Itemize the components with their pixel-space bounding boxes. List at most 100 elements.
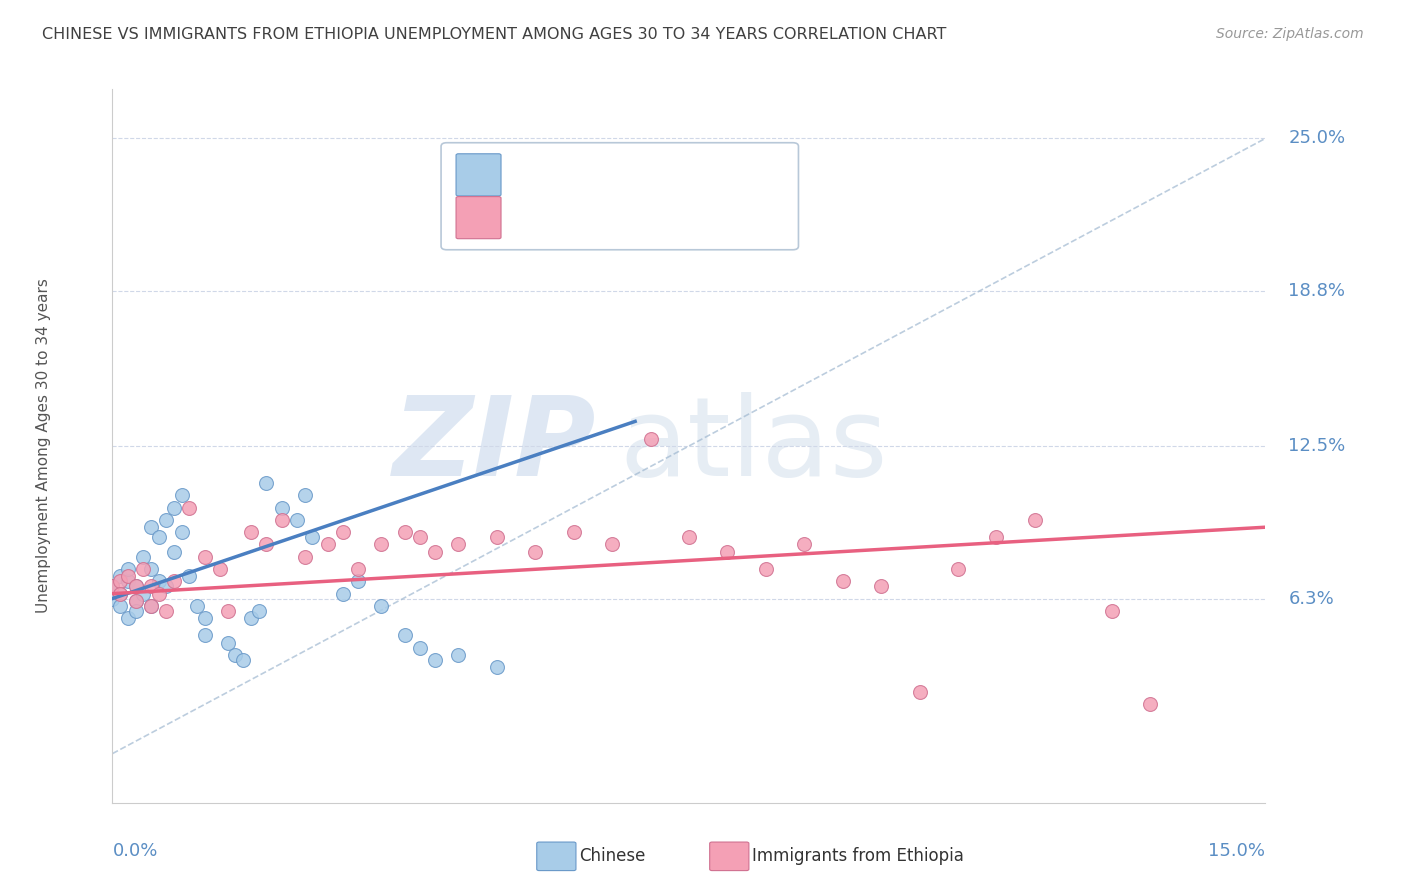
Point [870, 579, 893, 593]
Point [148, 574, 170, 589]
Point [108, 587, 131, 601]
Text: Immigrants from Ethiopia: Immigrants from Ethiopia [752, 847, 965, 865]
Point [139, 599, 162, 613]
Text: Source: ZipAtlas.com: Source: ZipAtlas.com [1216, 27, 1364, 41]
Point [524, 218, 547, 232]
Text: Unemployment Among Ages 30 to 34 years: Unemployment Among Ages 30 to 34 years [35, 278, 51, 614]
Point [117, 611, 139, 625]
Point [139, 562, 162, 576]
Text: 12.5%: 12.5% [1288, 437, 1346, 455]
Point [139, 599, 162, 613]
Point [117, 574, 139, 589]
Point [254, 475, 277, 490]
Point [347, 574, 370, 589]
Point [239, 611, 262, 625]
Point [409, 530, 432, 544]
Point [755, 562, 778, 576]
FancyBboxPatch shape [441, 143, 799, 250]
Point [170, 488, 193, 502]
Point [793, 537, 815, 551]
Point [124, 604, 146, 618]
Point [562, 525, 585, 540]
Point [294, 488, 316, 502]
Point [155, 579, 177, 593]
Text: R = 0.496: R = 0.496 [516, 166, 606, 184]
Point [678, 530, 700, 544]
Point [132, 562, 155, 576]
Point [108, 599, 131, 613]
Point [117, 569, 139, 583]
Point [370, 599, 392, 613]
Text: 25.0%: 25.0% [1288, 129, 1346, 147]
Point [101, 579, 124, 593]
Text: atlas: atlas [620, 392, 889, 500]
FancyBboxPatch shape [710, 842, 749, 871]
Point [209, 562, 232, 576]
Point [170, 525, 193, 540]
Point [946, 562, 969, 576]
Point [485, 530, 508, 544]
Point [186, 599, 208, 613]
Text: N = 45: N = 45 [648, 209, 716, 227]
Point [347, 562, 370, 576]
Point [124, 594, 146, 608]
Point [640, 432, 662, 446]
Point [132, 587, 155, 601]
Point [332, 587, 354, 601]
Point [270, 513, 292, 527]
Point [108, 574, 131, 589]
Point [163, 500, 186, 515]
Point [1139, 698, 1161, 712]
Point [986, 530, 1008, 544]
Text: 18.8%: 18.8% [1288, 282, 1346, 300]
Point [908, 685, 931, 699]
Point [139, 520, 162, 534]
Point [600, 537, 623, 551]
Text: Chinese: Chinese [579, 847, 645, 865]
Point [332, 525, 354, 540]
Point [101, 591, 124, 606]
Text: ZIP: ZIP [394, 392, 596, 500]
Point [425, 653, 447, 667]
Point [285, 513, 308, 527]
Point [108, 569, 131, 583]
Point [394, 525, 416, 540]
Point [524, 545, 547, 559]
Text: N = 47: N = 47 [648, 166, 716, 184]
Point [831, 574, 853, 589]
Point [270, 500, 292, 515]
Point [716, 545, 738, 559]
Point [316, 537, 339, 551]
Point [301, 530, 323, 544]
Point [447, 537, 470, 551]
Point [394, 628, 416, 642]
FancyBboxPatch shape [456, 196, 501, 239]
Point [148, 530, 170, 544]
Point [139, 579, 162, 593]
Point [117, 562, 139, 576]
Point [1101, 604, 1123, 618]
Text: 15.0%: 15.0% [1208, 842, 1265, 860]
Point [239, 525, 262, 540]
FancyBboxPatch shape [456, 153, 501, 196]
Point [194, 611, 217, 625]
Point [124, 579, 146, 593]
Point [194, 628, 217, 642]
Point [370, 537, 392, 551]
Point [1024, 513, 1046, 527]
Point [155, 604, 177, 618]
Point [124, 594, 146, 608]
Point [294, 549, 316, 564]
Point [124, 579, 146, 593]
Point [447, 648, 470, 662]
Point [247, 604, 270, 618]
Point [148, 587, 170, 601]
Point [194, 549, 217, 564]
Point [179, 500, 201, 515]
Point [224, 648, 246, 662]
Text: CHINESE VS IMMIGRANTS FROM ETHIOPIA UNEMPLOYMENT AMONG AGES 30 TO 34 YEARS CORRE: CHINESE VS IMMIGRANTS FROM ETHIOPIA UNEM… [42, 27, 946, 42]
Point [163, 574, 186, 589]
Point [485, 660, 508, 674]
FancyBboxPatch shape [537, 842, 576, 871]
Text: 0.0%: 0.0% [112, 842, 157, 860]
